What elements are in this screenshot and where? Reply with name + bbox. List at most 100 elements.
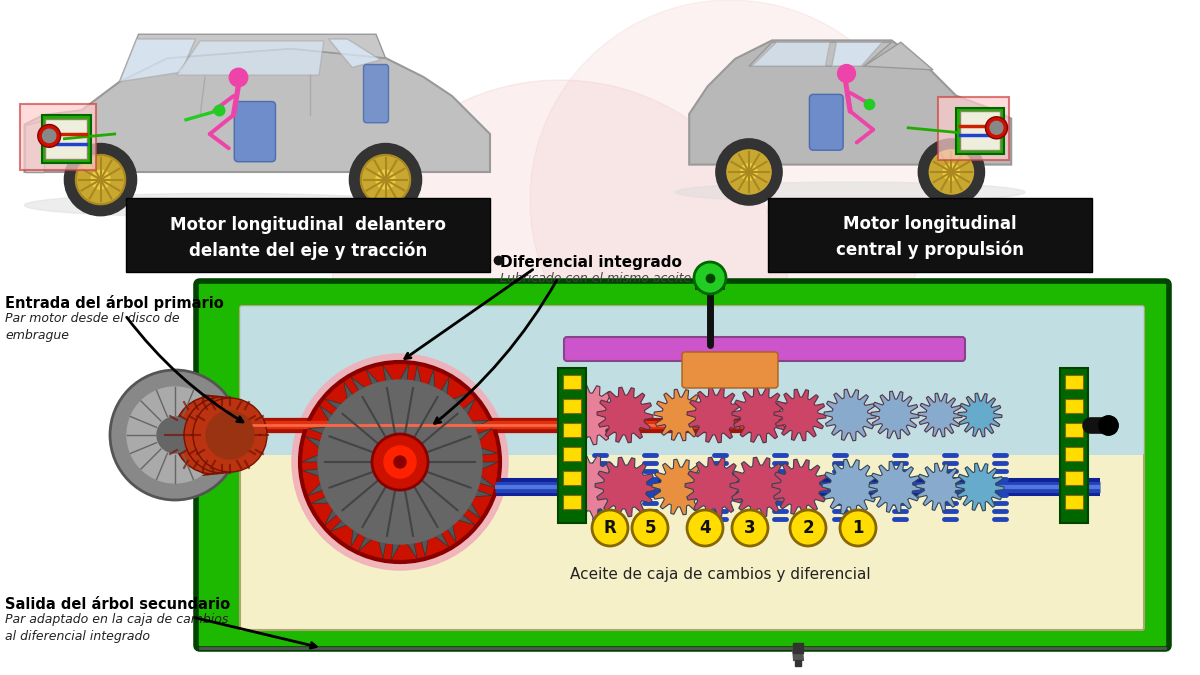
FancyBboxPatch shape [558,368,586,523]
Circle shape [127,387,223,483]
FancyBboxPatch shape [563,375,581,389]
Polygon shape [421,539,428,557]
Circle shape [727,150,772,194]
FancyBboxPatch shape [682,352,778,388]
Circle shape [394,456,406,468]
Circle shape [929,150,973,194]
Circle shape [790,510,826,546]
Polygon shape [916,463,964,511]
FancyBboxPatch shape [1066,375,1084,389]
Polygon shape [359,537,372,551]
Polygon shape [481,448,498,455]
Polygon shape [24,119,43,172]
Polygon shape [558,455,622,519]
Polygon shape [956,463,1004,511]
FancyBboxPatch shape [1060,368,1088,523]
Polygon shape [822,459,878,515]
Circle shape [190,411,238,459]
Circle shape [193,398,266,472]
Polygon shape [685,457,745,517]
FancyBboxPatch shape [126,198,490,272]
Polygon shape [686,387,743,443]
Polygon shape [448,525,456,542]
FancyBboxPatch shape [1066,495,1084,509]
Text: R: R [604,519,617,537]
Text: Motor longitudinal
central y propulsión: Motor longitudinal central y propulsión [836,215,1024,259]
Circle shape [349,144,421,216]
Circle shape [157,417,193,453]
Polygon shape [400,364,408,380]
FancyBboxPatch shape [1066,471,1084,485]
Polygon shape [428,370,434,387]
FancyBboxPatch shape [19,103,96,170]
FancyBboxPatch shape [956,107,1004,153]
Text: Par adaptado en la caja de cambios
al diferencial integrado: Par adaptado en la caja de cambios al di… [5,613,228,643]
Circle shape [42,129,56,142]
Polygon shape [325,399,342,409]
Polygon shape [407,543,418,558]
Circle shape [985,117,1008,139]
Polygon shape [319,406,332,421]
Polygon shape [302,469,319,477]
Circle shape [592,510,628,546]
Polygon shape [472,421,488,427]
Polygon shape [749,43,892,66]
Text: Salida del árbol secundario: Salida del árbol secundario [5,597,230,612]
FancyBboxPatch shape [1066,399,1084,413]
FancyBboxPatch shape [234,101,276,162]
Circle shape [179,411,227,459]
Circle shape [38,124,60,147]
Polygon shape [481,462,498,469]
Polygon shape [463,399,475,415]
Polygon shape [918,393,962,437]
Text: 1: 1 [852,519,864,537]
Circle shape [76,155,125,205]
FancyBboxPatch shape [563,471,581,485]
Polygon shape [478,429,492,441]
Polygon shape [467,503,480,518]
FancyBboxPatch shape [46,119,88,159]
Polygon shape [308,427,325,434]
Circle shape [716,139,782,205]
Circle shape [163,395,242,475]
Polygon shape [824,389,876,441]
Text: 4: 4 [700,519,710,537]
Polygon shape [120,39,196,82]
Polygon shape [434,533,449,547]
Polygon shape [391,543,400,560]
Polygon shape [120,34,385,82]
FancyBboxPatch shape [563,447,581,461]
FancyBboxPatch shape [768,198,1092,272]
Polygon shape [958,393,1002,437]
Text: 3: 3 [744,519,756,537]
Polygon shape [654,389,706,441]
Polygon shape [774,389,826,441]
FancyBboxPatch shape [240,306,1144,455]
Polygon shape [383,365,392,381]
Polygon shape [595,457,655,517]
Circle shape [918,139,984,205]
Text: Diferencial integrado: Diferencial integrado [500,255,682,270]
Circle shape [740,163,757,180]
Circle shape [110,370,240,500]
FancyBboxPatch shape [960,111,1000,150]
FancyBboxPatch shape [240,306,1144,630]
Polygon shape [458,515,475,525]
FancyBboxPatch shape [563,423,581,437]
Polygon shape [732,387,788,443]
Text: Entrada del árbol primario: Entrada del árbol primario [5,295,223,311]
Circle shape [318,380,482,544]
Ellipse shape [24,193,424,217]
FancyBboxPatch shape [1066,423,1084,437]
Polygon shape [598,387,653,443]
Circle shape [184,397,260,473]
Polygon shape [379,541,385,558]
Polygon shape [730,457,790,517]
Polygon shape [869,461,922,513]
Circle shape [361,155,410,205]
FancyBboxPatch shape [1066,447,1084,461]
Polygon shape [864,43,934,70]
Circle shape [732,510,768,546]
Circle shape [530,0,930,400]
Polygon shape [308,483,323,495]
